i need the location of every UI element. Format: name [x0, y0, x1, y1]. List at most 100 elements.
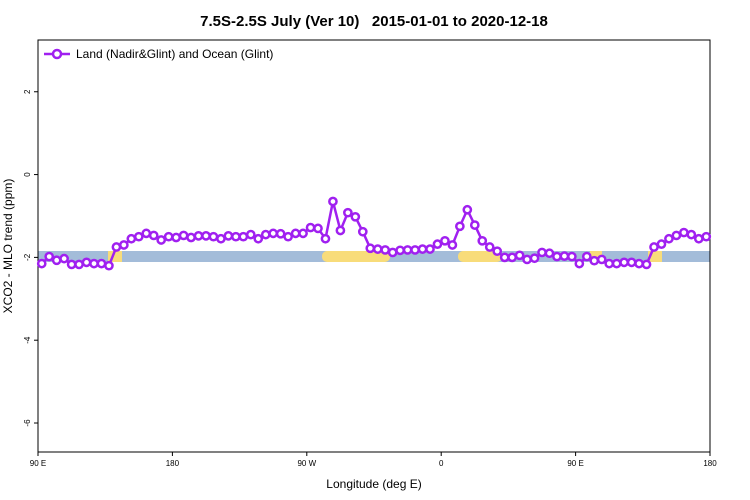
- plot-frame: [37, 39, 711, 453]
- data-point: [701, 231, 712, 242]
- data-point: [238, 231, 249, 242]
- data-point: [634, 258, 644, 269]
- data-point: [163, 231, 174, 242]
- data-point: [141, 228, 152, 239]
- data-point: [320, 233, 331, 244]
- x-tick-label: 0: [439, 459, 444, 468]
- x-tick-label: 90 W: [297, 459, 316, 468]
- data-point: [455, 221, 465, 232]
- data-point: [410, 245, 420, 255]
- y-axis-label: XCO2 - MLO trend (ppm): [1, 179, 15, 314]
- data-point: [253, 233, 264, 244]
- data-point: [357, 226, 368, 237]
- data-point: [186, 232, 196, 243]
- data-point: [477, 235, 488, 246]
- data-point: [387, 247, 398, 258]
- y-tick-label: -6: [23, 419, 32, 427]
- x-axis-label: Longitude (deg E): [326, 477, 421, 491]
- data-point: [126, 233, 137, 244]
- data-point: [81, 257, 92, 268]
- data-point: [104, 260, 114, 271]
- data-point: [223, 231, 234, 241]
- data-point: [544, 248, 555, 259]
- land-band: [458, 251, 502, 262]
- data-point: [589, 255, 600, 266]
- data-point: [133, 231, 144, 242]
- x-tick-label: 90 E: [567, 459, 583, 468]
- data-point: [148, 230, 159, 241]
- y-tick-label: -2: [23, 253, 32, 261]
- data-point: [372, 244, 383, 254]
- land-band: [648, 251, 662, 262]
- data-point: [596, 254, 607, 265]
- data-point: [51, 255, 62, 266]
- data-point: [417, 244, 428, 254]
- data-point: [350, 211, 361, 222]
- data-point: [275, 228, 286, 239]
- data-point: [74, 259, 84, 270]
- data-point: [178, 230, 189, 241]
- data-point: [522, 254, 532, 265]
- data-point: [529, 253, 540, 264]
- land-band: [322, 251, 390, 262]
- data-point: [611, 258, 622, 269]
- data-point: [335, 225, 346, 236]
- data-point: [567, 251, 577, 262]
- data-point: [499, 252, 510, 263]
- data-point: [305, 222, 316, 233]
- data-point: [484, 242, 495, 252]
- data-point: [298, 228, 308, 239]
- x-tick-label: 180: [166, 459, 180, 468]
- data-point: [440, 235, 450, 246]
- data-point: [328, 196, 338, 207]
- data-point: [537, 247, 547, 258]
- data-point: [268, 228, 279, 239]
- data-point: [619, 257, 629, 268]
- data-point: [216, 233, 226, 244]
- data-point: [44, 251, 55, 262]
- data-point: [36, 258, 47, 269]
- chart-title: 7.5S-2.5S July (Ver 10) 2015-01-01 to 20…: [200, 13, 548, 30]
- data-point: [245, 229, 256, 240]
- data-point: [574, 258, 585, 269]
- y-tick-label: 0: [23, 172, 32, 177]
- data-point: [365, 243, 376, 254]
- data-point: [343, 207, 353, 218]
- data-point: [604, 258, 615, 269]
- legend-label: Land (Nadir&Glint) and Ocean (Glint): [76, 47, 273, 61]
- y-tick-label: 2: [23, 89, 32, 94]
- data-point: [119, 240, 129, 250]
- data-point: [171, 232, 181, 243]
- data-point: [231, 231, 241, 242]
- data-point: [89, 258, 99, 269]
- data-point: [201, 231, 211, 241]
- data-point: [581, 251, 592, 262]
- data-point: [641, 259, 652, 270]
- data-point: [671, 230, 682, 241]
- data-point: [693, 233, 704, 244]
- data-point: [492, 246, 503, 257]
- data-point: [507, 252, 517, 263]
- data-point: [626, 257, 637, 268]
- land-band: [108, 251, 122, 262]
- data-point: [425, 244, 435, 254]
- data-point: [402, 245, 413, 255]
- data-point: [679, 227, 689, 238]
- data-point: [111, 242, 122, 252]
- data-point: [283, 231, 293, 242]
- data-point: [462, 204, 473, 215]
- data-point: [66, 259, 77, 270]
- data-point: [469, 220, 480, 230]
- data-point: [193, 231, 204, 241]
- data-point: [559, 251, 570, 261]
- x-tick-label: 90 E: [30, 459, 46, 468]
- data-point: [96, 258, 107, 269]
- data-point: [156, 235, 167, 245]
- legend-marker: [51, 48, 63, 60]
- data-point: [447, 240, 458, 250]
- y-tick-label: -4: [23, 336, 32, 344]
- data-point: [395, 245, 405, 256]
- data-point: [432, 239, 443, 249]
- data-point: [313, 223, 323, 234]
